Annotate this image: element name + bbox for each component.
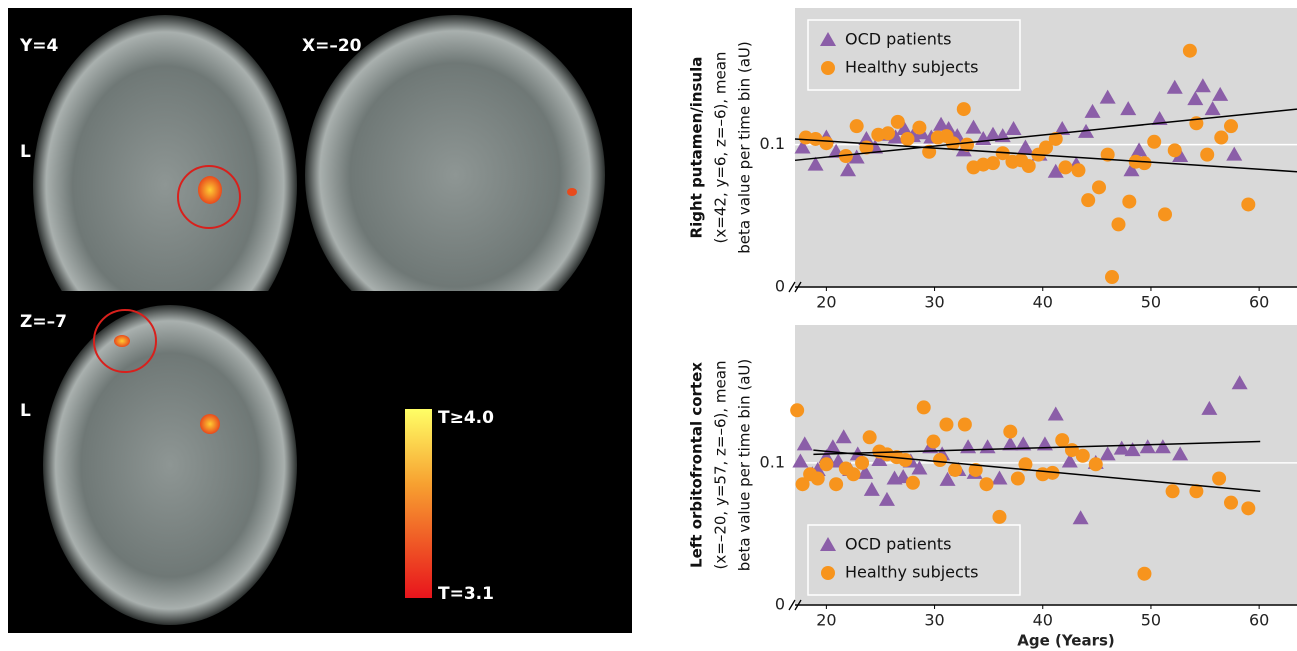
circle-marker xyxy=(1089,457,1103,471)
legend-label: Healthy subjects xyxy=(845,563,978,582)
x-tick-label: 20 xyxy=(816,611,836,630)
circle-marker xyxy=(926,435,940,449)
circle-marker xyxy=(1071,163,1085,177)
y-axis-label: beta value per time bin (aU) xyxy=(736,359,754,572)
circle-marker xyxy=(1076,449,1090,463)
x-axis-label: Age (Years) xyxy=(1017,632,1115,650)
x-tick-label: 60 xyxy=(1249,611,1269,630)
circle-marker xyxy=(912,121,926,135)
x-tick-label: 40 xyxy=(1033,293,1053,312)
axial-slice xyxy=(43,305,297,625)
slice-label: X=–20 xyxy=(302,36,362,56)
activation-blob xyxy=(198,176,222,204)
y-axis-label: (x=–20, y=57, z=–6), mean xyxy=(712,361,730,570)
circle-marker xyxy=(1011,472,1025,486)
circle-marker xyxy=(829,477,843,491)
circle-marker xyxy=(933,453,947,467)
figure: Y=4 L X=–20 Z=–7 L T≥4.0 T=3.1 0 0.1 20 30 4… xyxy=(0,0,1297,651)
y-tick-label: 0.1 xyxy=(760,452,785,471)
y-tick-label: 0 xyxy=(775,595,785,614)
circle-marker xyxy=(1137,156,1151,170)
circle-marker xyxy=(979,477,993,491)
circle-marker xyxy=(891,115,905,129)
circle-marker xyxy=(958,417,972,431)
slice-label: Y=4 xyxy=(19,36,59,56)
circle-marker xyxy=(1147,135,1161,149)
circle-marker xyxy=(1081,193,1095,207)
circle-marker xyxy=(898,453,912,467)
sagittal-slice xyxy=(305,15,605,335)
page: Y=4 L X=–20 Z=–7 L T≥4.0 T=3.1 0 0.1 20 30 4… xyxy=(0,0,1297,651)
circle-marker xyxy=(1212,472,1226,486)
circle-marker xyxy=(846,467,860,481)
legend-label: Healthy subjects xyxy=(845,58,978,77)
circle-marker xyxy=(901,132,915,146)
slice-label: Z=–7 xyxy=(20,312,67,332)
circle-marker xyxy=(1214,131,1228,145)
circle-marker xyxy=(1003,425,1017,439)
circle-marker xyxy=(1158,207,1172,221)
circle-marker xyxy=(1092,180,1106,194)
side-label: L xyxy=(20,142,31,162)
circle-marker xyxy=(855,456,869,470)
circle-marker xyxy=(917,400,931,414)
circle-marker xyxy=(819,457,833,471)
circle-marker xyxy=(1224,496,1238,510)
y-tick-label: 0.1 xyxy=(760,134,785,153)
circle-marker xyxy=(1122,195,1136,209)
legend-label: OCD patients xyxy=(845,535,951,554)
circle-marker xyxy=(986,156,1000,170)
x-tick-label: 40 xyxy=(1033,611,1053,630)
circle-marker xyxy=(1111,217,1125,231)
circle-marker xyxy=(1166,484,1180,498)
legend-label: OCD patients xyxy=(845,30,951,49)
circle-marker xyxy=(1105,270,1119,284)
circle-marker xyxy=(1241,197,1255,211)
y-axis-label: Left orbitofrontal cortex xyxy=(688,362,706,568)
circle-marker xyxy=(850,119,864,133)
x-tick-label: 50 xyxy=(1141,293,1161,312)
y-axis-label: (x=42, y=6, z=–6), mean xyxy=(712,52,730,244)
circle-marker xyxy=(821,566,835,580)
x-tick-label: 30 xyxy=(924,293,944,312)
circle-marker xyxy=(948,463,962,477)
activation-blob xyxy=(200,414,220,434)
circle-marker xyxy=(1200,148,1214,162)
y-axis-label: Right putamen/insula xyxy=(688,57,706,239)
circle-marker xyxy=(992,510,1006,524)
circle-marker xyxy=(1058,160,1072,174)
colorbar xyxy=(405,409,432,598)
circle-marker xyxy=(1137,567,1151,581)
activation-blob xyxy=(567,188,577,196)
side-label: L xyxy=(20,401,31,421)
circle-marker xyxy=(863,430,877,444)
activation-blob xyxy=(114,335,130,347)
circle-marker xyxy=(790,403,804,417)
circle-marker xyxy=(939,417,953,431)
circle-marker xyxy=(1022,159,1036,173)
circle-marker xyxy=(1241,501,1255,515)
y-tick-label: 0 xyxy=(775,277,785,296)
circle-marker xyxy=(1168,143,1182,157)
circle-marker xyxy=(819,136,833,150)
x-tick-label: 60 xyxy=(1249,293,1269,312)
x-tick-label: 30 xyxy=(924,611,944,630)
circle-marker xyxy=(811,472,825,486)
brain-panel: Y=4 L X=–20 Z=–7 L T≥4.0 T=3.1 xyxy=(8,8,632,633)
colorbar-max-label: T≥4.0 xyxy=(438,408,494,428)
circle-marker xyxy=(957,102,971,116)
circle-marker xyxy=(821,61,835,75)
x-tick-label: 20 xyxy=(816,293,836,312)
circle-marker xyxy=(1183,44,1197,58)
colorbar-min-label: T=3.1 xyxy=(438,584,494,604)
y-axis-label: beta value per time bin (aU) xyxy=(736,41,754,254)
circle-marker xyxy=(906,476,920,490)
circle-marker xyxy=(881,126,895,140)
circle-marker xyxy=(1224,119,1238,133)
x-tick-label: 50 xyxy=(1141,611,1161,630)
